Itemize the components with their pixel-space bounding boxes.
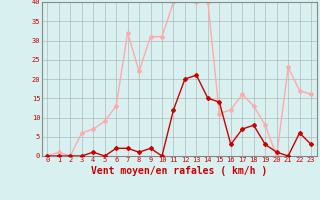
- X-axis label: Vent moyen/en rafales ( km/h ): Vent moyen/en rafales ( km/h ): [91, 166, 267, 176]
